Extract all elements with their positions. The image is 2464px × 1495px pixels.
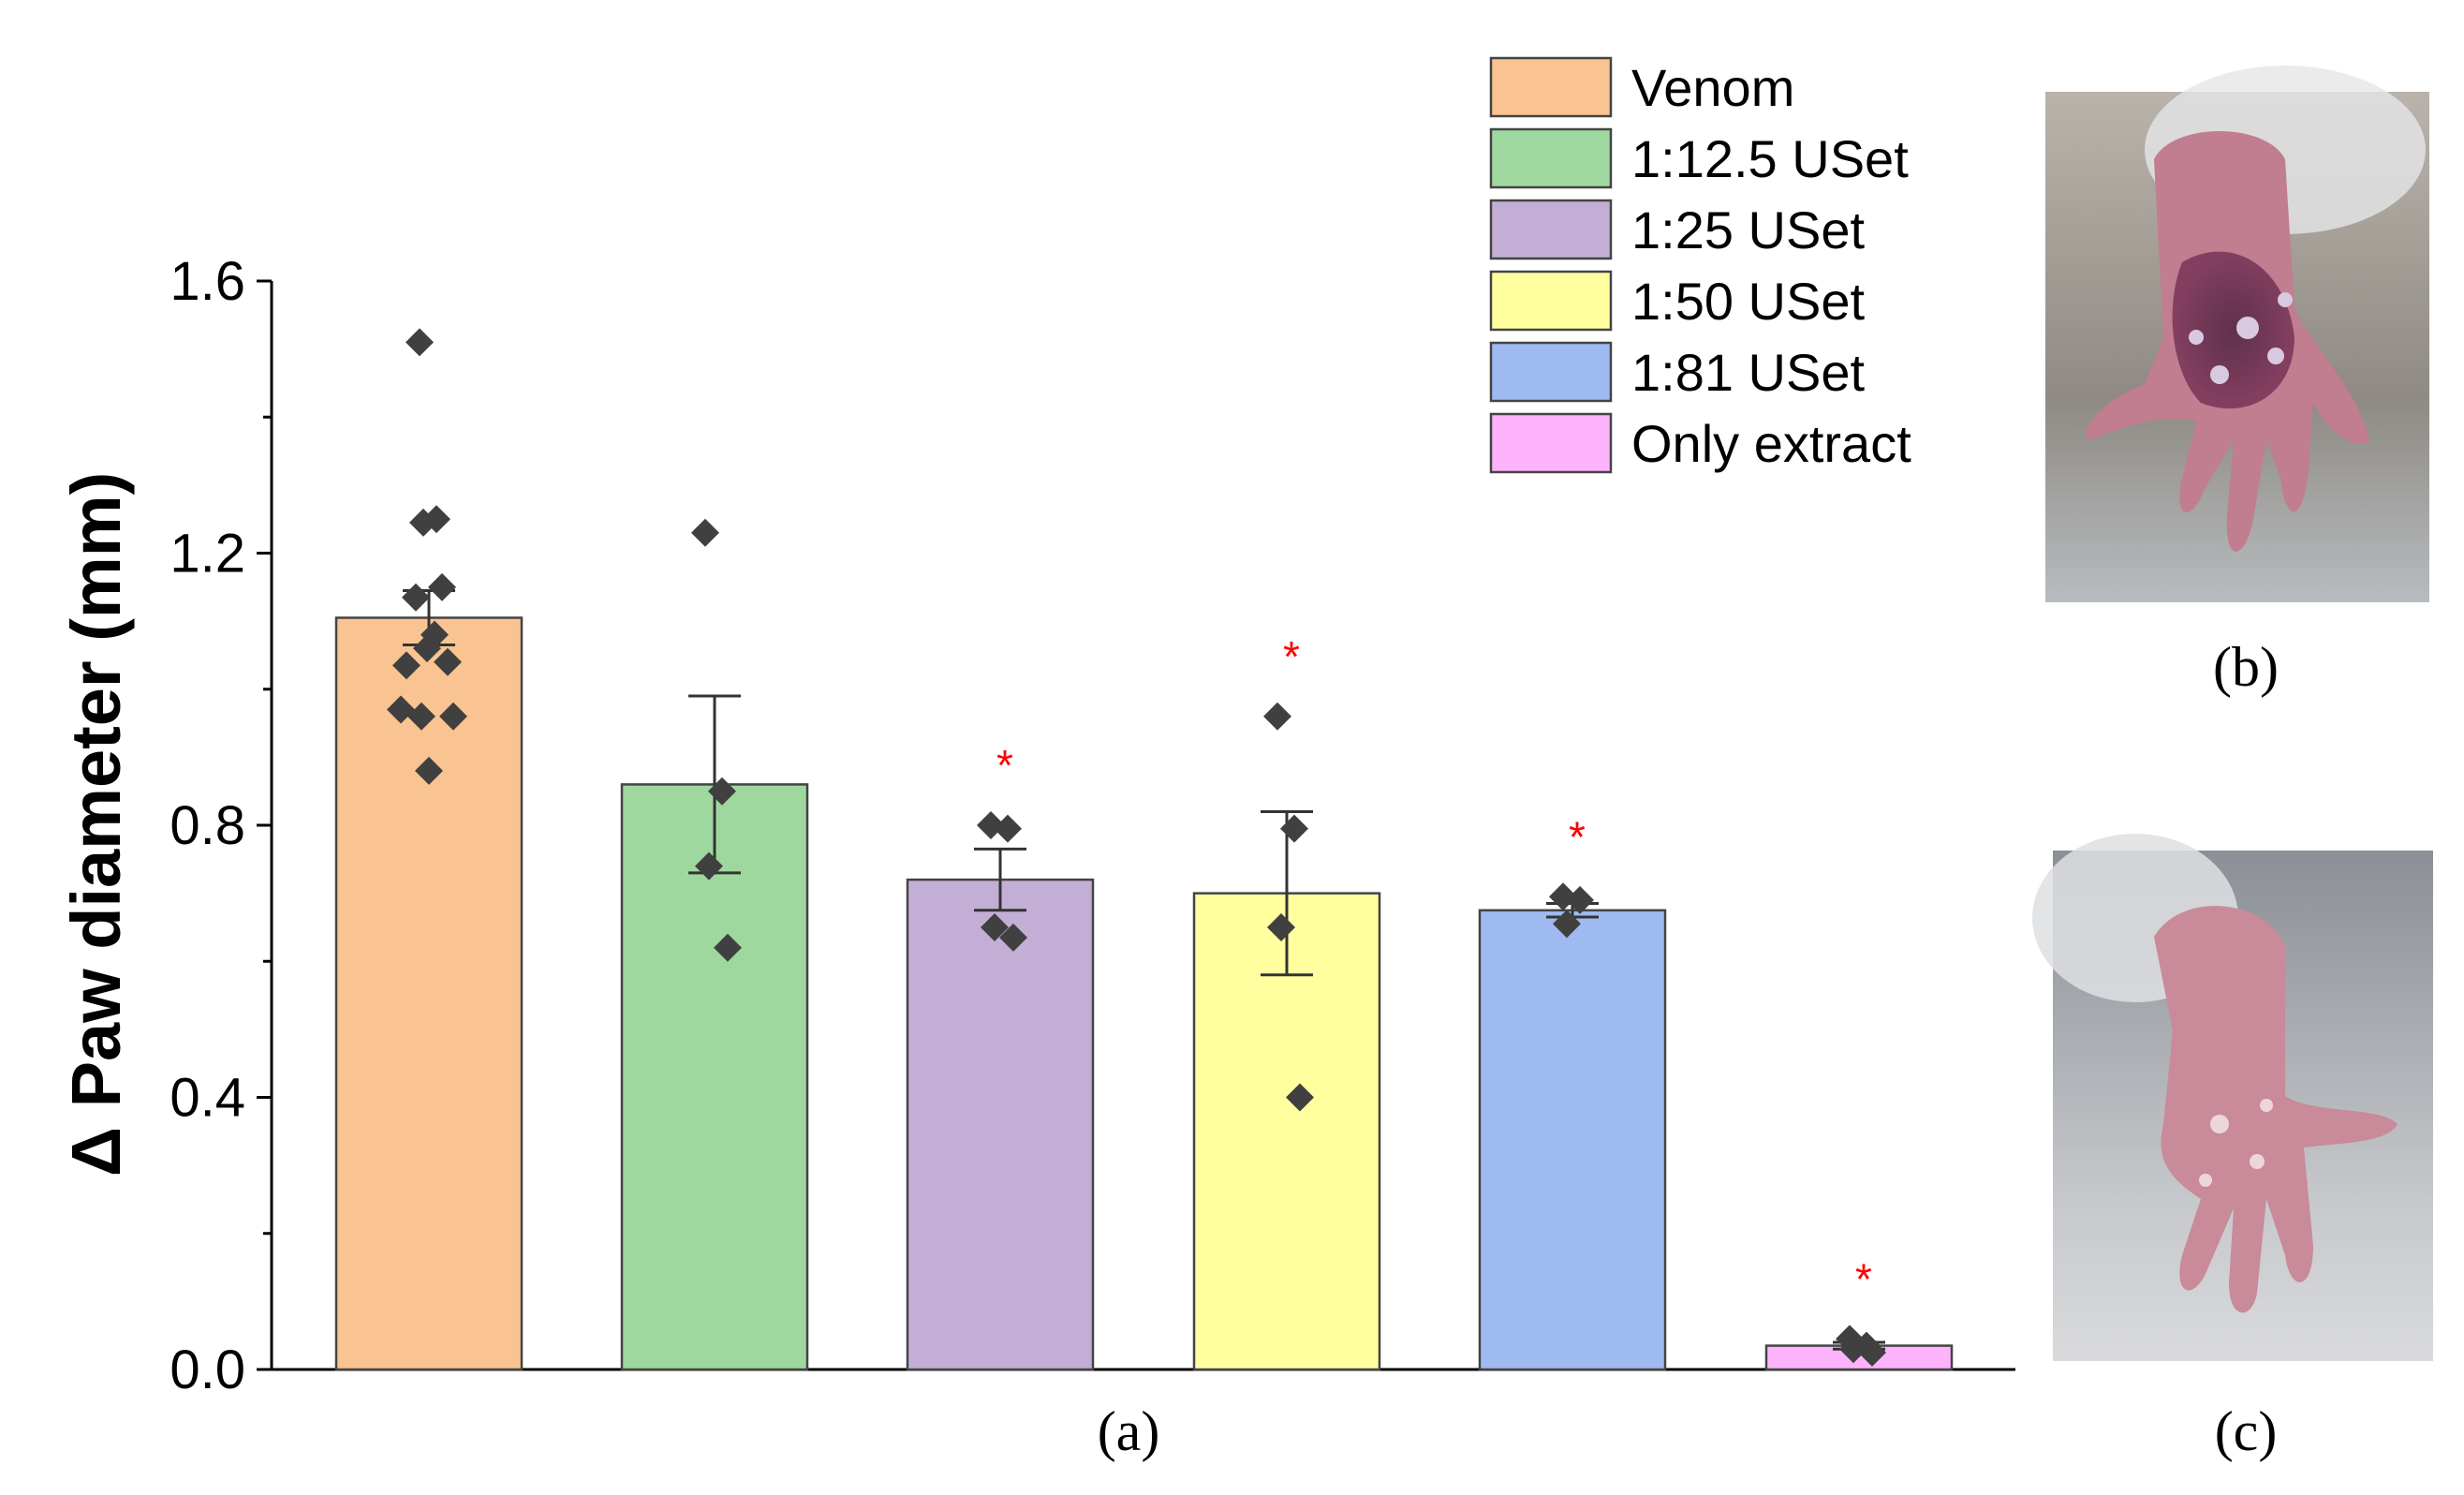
data-point — [1263, 702, 1291, 731]
legend-swatch — [1489, 270, 1613, 332]
y-tick-label: 0.8 — [170, 795, 245, 856]
legend-label: 1:25 USet — [1631, 200, 1865, 259]
legend-label: Only extract — [1631, 414, 1911, 473]
photo-panel-b — [2045, 66, 2429, 602]
legend-swatch — [1489, 412, 1613, 474]
significance-star: * — [996, 741, 1013, 790]
legend-label: 1:12.5 USet — [1631, 129, 1909, 188]
data-point — [1839, 1335, 1867, 1364]
data-point — [409, 508, 437, 537]
data-point — [1858, 1338, 1886, 1367]
plot-area: 0.0 0.4 0.8 1.2 1.6 * * * * — [170, 251, 2015, 1400]
y-axis-label: Δ Paw diameter (mm) — [57, 472, 135, 1177]
legend-swatch — [1489, 341, 1613, 403]
photo-panel-c — [2032, 834, 2433, 1361]
legend-label: Venom — [1631, 58, 1794, 117]
panel-label-b: (b) — [2213, 636, 2279, 698]
significance-star: * — [1283, 632, 1300, 681]
y-tick-label: 1.2 — [170, 524, 245, 585]
legend-swatch — [1489, 199, 1613, 260]
data-point — [392, 651, 421, 680]
data-point — [428, 572, 456, 601]
legend-swatch — [1489, 56, 1613, 118]
data-point — [1566, 885, 1594, 914]
data-point — [1280, 814, 1308, 843]
panel-label-c: (c) — [2215, 1400, 2278, 1462]
data-points — [387, 328, 1886, 1367]
data-point — [406, 328, 434, 357]
y-tick-label: 1.6 — [170, 251, 245, 312]
y-ticks: 0.0 0.4 0.8 1.2 1.6 — [170, 251, 272, 1400]
bar — [906, 878, 1095, 1371]
legend-label: 1:81 USet — [1631, 343, 1865, 402]
data-point — [439, 702, 467, 731]
data-point — [1553, 910, 1581, 939]
y-tick-label: 0.0 — [170, 1340, 245, 1400]
bars — [334, 588, 1954, 1371]
bar — [620, 783, 809, 1371]
significance-markers: * * * * — [996, 632, 1872, 1304]
data-point — [994, 814, 1022, 843]
bar — [334, 616, 524, 1371]
data-point — [714, 933, 742, 962]
data-point — [691, 518, 719, 547]
data-point — [999, 923, 1027, 952]
panel-label-a: (a) — [1098, 1400, 1160, 1462]
data-point — [415, 756, 443, 785]
data-point — [1286, 1083, 1314, 1112]
data-point — [413, 634, 441, 663]
legend-swatch — [1489, 127, 1613, 189]
data-point — [981, 912, 1009, 941]
data-point — [407, 702, 435, 731]
data-point — [695, 851, 723, 881]
significance-star: * — [1569, 812, 1586, 861]
y-tick-label: 0.4 — [170, 1068, 245, 1129]
data-point — [1267, 912, 1295, 941]
data-point — [402, 583, 430, 612]
data-point — [708, 777, 736, 806]
significance-star: * — [1855, 1254, 1872, 1303]
legend: Venom 1:12.5 USet 1:25 USet 1:50 USet 1:81 U… — [1489, 56, 1911, 474]
legend-label: 1:50 USet — [1631, 272, 1865, 331]
bar — [1478, 909, 1667, 1371]
data-point — [434, 647, 462, 676]
